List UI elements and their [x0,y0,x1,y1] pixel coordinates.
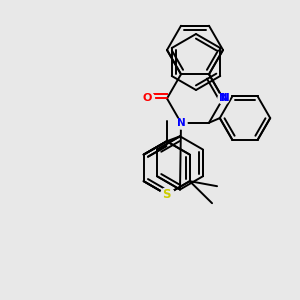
Text: S: S [163,188,171,201]
Text: N: N [177,118,185,128]
Text: N: N [219,94,227,103]
Text: O: O [143,94,152,103]
Text: N: N [220,94,230,103]
